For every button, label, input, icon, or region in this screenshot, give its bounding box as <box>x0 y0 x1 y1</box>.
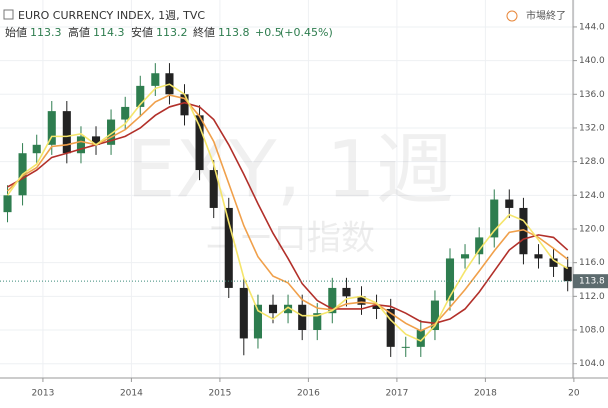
candle-body <box>91 136 101 145</box>
candle-body <box>195 115 204 171</box>
candle-body <box>430 300 439 331</box>
candle-body <box>401 346 410 348</box>
candle-body <box>313 313 322 331</box>
candle-body <box>445 258 455 301</box>
low-value: 113.2 <box>156 26 188 39</box>
candle-body <box>490 199 499 238</box>
candle-body <box>3 195 12 213</box>
candle-body <box>342 287 351 297</box>
high-label: 高値 <box>68 25 90 39</box>
open-value: 113.3 <box>30 26 62 39</box>
candle-body <box>372 304 381 309</box>
change-pct: (+0.45%) <box>280 26 333 39</box>
icon <box>3 9 14 20</box>
candle-body <box>224 207 233 288</box>
candle-body <box>151 73 160 86</box>
high-value: 114.3 <box>93 26 125 39</box>
change: +0.5 <box>255 26 282 39</box>
close-value: 113.8 <box>218 26 250 39</box>
x-tick-label: 2016 <box>297 389 320 399</box>
ribbon-line <box>6 94 569 332</box>
ribbon-line <box>6 83 569 342</box>
candle-body <box>505 199 514 208</box>
y-tick-label: 108.0 <box>579 326 605 336</box>
close-label: 終値 <box>193 25 215 39</box>
y-tick-label: 140.0 <box>579 56 605 66</box>
candle-body <box>121 106 130 120</box>
x-tick-label: 2013 <box>31 389 54 399</box>
candle-body <box>298 304 307 331</box>
candle-body <box>328 287 337 314</box>
status: 市場終了 <box>526 9 566 22</box>
y-tick-label: 116.0 <box>579 258 605 268</box>
candle-body <box>357 296 366 305</box>
candle-body <box>284 304 293 314</box>
candle-body <box>386 308 395 347</box>
candle-body <box>534 254 543 259</box>
plot <box>0 63 573 357</box>
candle-body <box>563 266 572 282</box>
x-tick-label: 2017 <box>385 389 408 399</box>
y-tick-label: 132.0 <box>579 123 605 133</box>
y-tick-label: 124.0 <box>579 191 605 201</box>
y-tick-label: 120.0 <box>579 224 605 234</box>
open-label: 始値 <box>5 25 27 39</box>
low-label: 安値 <box>131 25 153 39</box>
title: EURO CURRENCY INDEX, 1週, TVC <box>18 9 205 22</box>
y-tick-label: 104.0 <box>579 359 605 369</box>
x-tick-label: 20 <box>568 389 580 399</box>
candle-body <box>460 254 470 259</box>
candle-body <box>416 330 425 347</box>
x-tick-label: 2014 <box>120 389 143 399</box>
candle-body <box>209 170 218 208</box>
candle-body <box>107 119 116 145</box>
candle-body <box>136 85 145 107</box>
candle-body <box>475 237 484 255</box>
candle-body <box>180 94 189 116</box>
status-icon <box>506 10 518 22</box>
candle-body <box>519 207 528 255</box>
x-tick-label: 2018 <box>474 389 497 399</box>
x-tick-label: 2015 <box>208 389 231 399</box>
header: EURO CURRENCY INDEX, 1週, TVC 始値 113.3 高値… <box>3 9 566 39</box>
grid <box>0 0 575 378</box>
candle-body <box>32 144 41 154</box>
ribbon-line <box>7 101 569 325</box>
y-tick-label: 144.0 <box>579 22 605 32</box>
y-tick-label: 136.0 <box>579 90 605 100</box>
axes: 104.0 108.0 112.0 116.0 120.0 124.0 128.0 132.0… <box>31 22 608 399</box>
y-tick-label: 112.0 <box>579 292 605 302</box>
last-price-box <box>573 274 608 289</box>
last-price-label: 113.8 <box>579 277 605 287</box>
watermark: EXY, 1週 <box>126 125 454 215</box>
y-tick-label: 128.0 <box>579 157 605 167</box>
candle-body <box>549 258 558 267</box>
candle-body <box>47 111 56 145</box>
candle-body <box>76 136 86 154</box>
candle-body <box>239 287 248 339</box>
candle-body <box>62 111 71 154</box>
candle-body <box>253 304 263 339</box>
candle-body <box>268 304 278 314</box>
